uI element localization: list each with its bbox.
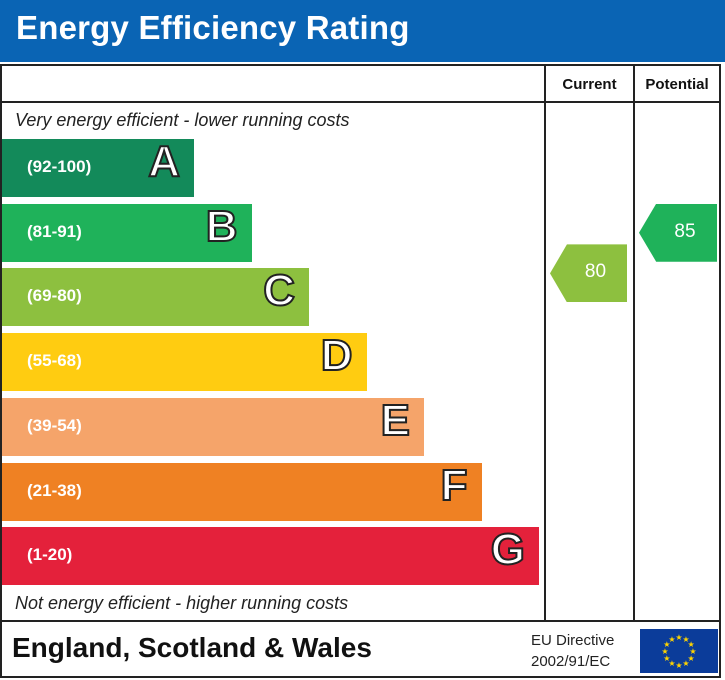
band-range-label: (21-38) [27,480,82,500]
eu-star-icon: ★ [668,635,675,644]
footer-divider [0,620,721,622]
eu-star-icon: ★ [668,659,675,668]
eu-star-icon: ★ [682,635,689,644]
eu-star-icon: ★ [688,654,695,663]
potential-column-header: Potential [645,76,709,93]
rating-frame [0,64,721,678]
current-column-header: Current [562,76,617,93]
band-letter: F [440,460,469,511]
band-d: (55-68) D [2,330,367,392]
region-label: England, Scotland & Wales [12,632,372,663]
eu-flag-icon: ★ ★ ★ ★ ★ ★ ★ ★ ★ ★ ★ ★ [640,629,718,673]
eu-directive-line1: EU Directive [531,632,615,649]
band-e: (39-54) E [2,395,424,456]
eu-directive: EU Directive 2002/91/EC [531,630,614,672]
band-range-label: (39-54) [27,415,82,435]
current-rating-arrow-value: 80 [584,261,607,283]
potential-rating-arrow: 85 [639,203,717,262]
band-b: (81-91) B [2,201,252,262]
header-divider [0,101,721,103]
band-c: (69-80) C [2,265,309,327]
band-letter: C [262,265,296,316]
band-a: (92-100) A [2,136,194,197]
bottom-note: Not energy efficient - higher running co… [15,593,349,613]
band-range-label: (55-68) [27,351,82,371]
band-letter: E [380,395,411,446]
eu-star-icon: ★ [661,647,668,656]
eu-directive-line2: 2002/91/EC [531,653,611,670]
top-note: Very energy efficient - lower running co… [15,110,350,130]
eu-star-icon: ★ [663,640,670,649]
eu-star-icon: ★ [682,659,689,668]
divider-potential [633,64,635,622]
band-g: (1-20) G [2,524,539,586]
divider-current [544,64,546,622]
band-range-label: (69-80) [27,286,82,306]
current-rating-arrow: 80 [550,244,627,303]
chart-title: Energy Efficiency Rating [16,9,410,46]
eu-star-icon: ★ [663,654,670,663]
band-letter: A [147,136,181,187]
band-letter: D [320,330,354,381]
header-bar: Energy Efficiency Rating [0,0,725,62]
eu-star-icon: ★ [675,633,682,642]
band-range-label: (92-100) [27,157,92,176]
eu-star-icon: ★ [689,647,696,656]
band-range-label: (1-20) [27,545,73,565]
band-letter: G [490,524,526,575]
band-f: (21-38) F [2,460,482,521]
band-letter: B [205,201,239,252]
eu-star-icon: ★ [688,640,695,649]
potential-rating-arrow-value: 85 [674,220,696,242]
band-range-label: (81-91) [27,221,82,241]
eu-star-icon: ★ [675,661,682,670]
